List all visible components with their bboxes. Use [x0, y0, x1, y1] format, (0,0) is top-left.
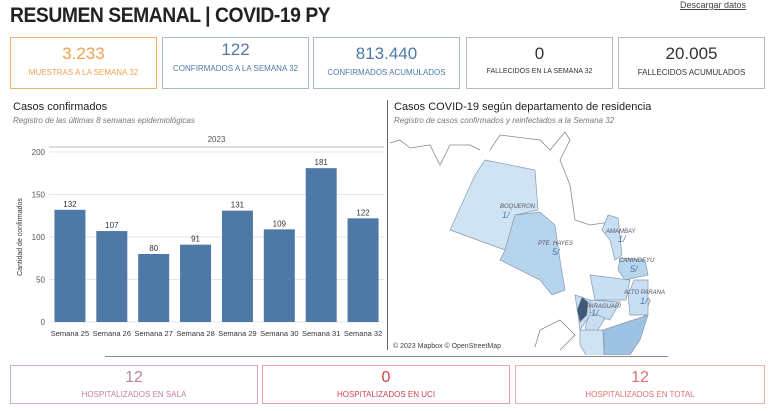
x-tick-label: Semana 29	[218, 329, 256, 338]
map-value: 5/	[552, 247, 561, 257]
kpi-label: FALLECIDOS ACUMULADOS	[637, 68, 746, 77]
card-label: HOSPITALIZADOS EN SALA	[81, 390, 187, 399]
card-value: 12	[125, 369, 143, 386]
bar	[221, 210, 253, 322]
x-tick-label: Semana 26	[93, 329, 131, 338]
bar	[263, 229, 295, 322]
map-label-alto-parana: ALTO PARANA	[623, 290, 665, 296]
bar-chart-subtitle: Registro de las últimas 8 semanas epidem…	[13, 116, 195, 125]
kpi-value: 122	[221, 40, 250, 59]
x-tick-label: Semana 32	[344, 329, 382, 338]
bar	[96, 231, 128, 322]
kpi-confirmados-semana: 122 CONFIRMADOS A LA SEMANA 32	[162, 37, 309, 89]
kpi-label: CONFIRMADOS ACUMULADOS	[327, 68, 446, 77]
map-label-amambay: AMAMBAY	[605, 229, 637, 235]
card-hospitalizados-uci: 0 HOSPITALIZADOS EN UCI	[262, 365, 510, 404]
card-label: HOSPITALIZADOS EN TOTAL	[585, 390, 695, 399]
y-tick-label: 100	[32, 233, 46, 242]
kpi-value: 3.233	[62, 44, 105, 63]
download-data-link[interactable]: Descargar datos	[680, 0, 747, 10]
card-hospitalizados-sala: 12 HOSPITALIZADOS EN SALA	[10, 365, 258, 404]
kpi-value: 20.005	[665, 44, 718, 63]
page-title: RESUMEN SEMANAL | COVID-19 PY	[10, 4, 331, 27]
data-label: 131	[231, 201, 245, 210]
x-tick-label: Semana 27	[135, 329, 173, 338]
y-tick-label: 0	[41, 318, 46, 327]
map-value: 1/	[591, 308, 600, 318]
kpi-confirmados-acumulados: 813.440 CONFIRMADOS ACUMULADOS	[313, 37, 460, 89]
card-label: HOSPITALIZADOS EN UCI	[336, 390, 436, 399]
map-value: 1/	[502, 210, 511, 220]
map-label-pte-hayes: PTE. HAYES	[538, 241, 573, 247]
map-value: 5/	[630, 264, 639, 274]
kpi-fallecidos-semana: 0 FALLECIDOS EN LA SEMANA 32	[466, 37, 613, 89]
x-tick-label: Semana 31	[302, 329, 340, 338]
data-label: 91	[191, 235, 200, 244]
map-value: 1/	[618, 234, 627, 244]
divider	[387, 100, 388, 350]
bar	[54, 209, 86, 322]
y-tick-label: 150	[32, 191, 46, 200]
kpi-label: FALLECIDOS EN LA SEMANA 32	[486, 68, 593, 75]
chart-header: 2023	[208, 135, 226, 144]
kpi-label: MUESTRAS A LA SEMANA 32	[28, 68, 139, 77]
data-label: 80	[149, 244, 158, 253]
divider	[105, 356, 668, 357]
kpi-value: 813.440	[355, 44, 418, 63]
x-tick-label: Semana 28	[176, 329, 214, 338]
bar	[305, 168, 337, 322]
map-label-paraguari: PARAGUARI	[586, 304, 621, 310]
y-tick-label: 50	[36, 276, 45, 285]
map-subtitle: Registro de casos confirmados y reinfect…	[394, 116, 615, 125]
card-value: 0	[381, 369, 391, 386]
map-attribution[interactable]: © 2023 Mapbox © OpenStreetMap	[393, 343, 501, 350]
map-title: Casos COVID-19 según departamento de res…	[394, 101, 652, 113]
bar	[180, 244, 212, 322]
y-axis-label: Cantidad de confirmados	[17, 198, 24, 276]
map-label-canindeyu: CANINDEYU	[619, 258, 655, 264]
kpi-value: 0	[534, 44, 545, 63]
kpi-label: CONFIRMADOS A LA SEMANA 32	[173, 64, 298, 73]
map-label-boqueron: BOQUERON	[500, 204, 536, 210]
kpi-fallecidos-acumulados: 20.005 FALLECIDOS ACUMULADOS	[618, 37, 765, 89]
y-tick-label: 200	[32, 148, 46, 157]
card-value: 12	[631, 369, 649, 386]
data-label: 109	[273, 219, 287, 228]
bar-chart: 2023 0 50 100 150 200 Cantidad de confirmados 1…	[17, 135, 384, 338]
card-hospitalizados-total: 12 HOSPITALIZADOS EN TOTAL	[515, 365, 765, 404]
data-label: 107	[105, 221, 119, 230]
x-tick-label: Semana 30	[260, 329, 298, 338]
data-label: 132	[63, 200, 77, 209]
map-value: 1/	[640, 296, 649, 306]
kpi-muestras: 3.233 MUESTRAS A LA SEMANA 32	[10, 37, 157, 89]
bar-chart-title: Casos confirmados	[13, 101, 108, 113]
bar	[347, 218, 379, 322]
data-label: 181	[315, 158, 329, 167]
x-tick-label: Semana 25	[51, 329, 89, 338]
data-label: 122	[356, 208, 370, 217]
bar	[138, 254, 170, 322]
paraguay-map[interactable]: BOQUERON 1/ PTE. HAYES 5/ AMAMBAY 1/ CAN…	[390, 130, 690, 355]
